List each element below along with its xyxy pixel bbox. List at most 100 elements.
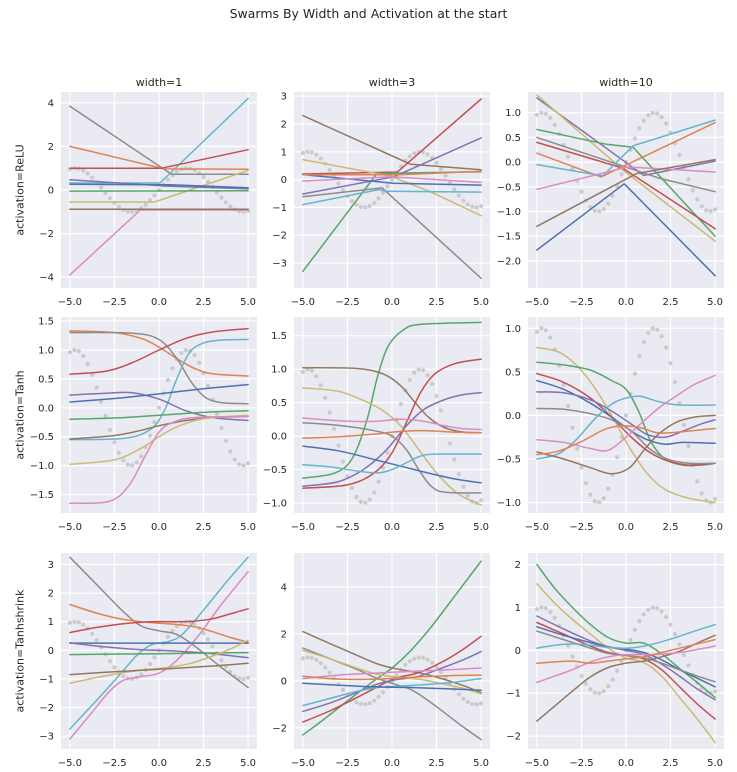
target-sine-dot xyxy=(474,205,479,210)
target-sine-dot xyxy=(376,694,381,699)
target-sine-dot xyxy=(354,700,359,705)
target-sine-dot xyxy=(323,395,328,400)
x-tick-label: 0.0 xyxy=(384,758,400,769)
target-sine-dot xyxy=(465,202,470,207)
target-sine-dot xyxy=(583,681,588,686)
series-line-red xyxy=(302,358,482,489)
series-line-cyan xyxy=(69,338,249,441)
target-sine-dot xyxy=(470,701,475,706)
x-tick-label: 2.5 xyxy=(196,297,212,308)
target-sine-dot xyxy=(606,486,611,491)
target-sine-dot xyxy=(601,496,606,501)
subplot-tanh-w1: 1.5 1.0 0.5 0.0 −0.5 −1.0 −1.5 −5.0 −2.5 0.0 2.5 5.… xyxy=(30,317,257,533)
target-sine-dot xyxy=(588,687,593,692)
target-sine-dot xyxy=(205,637,211,642)
target-sine-dot xyxy=(358,701,363,707)
target-sine-dot xyxy=(430,381,435,387)
y-tick-label: −1 xyxy=(272,203,287,214)
target-sine-dot xyxy=(646,113,651,118)
series-line-orange xyxy=(69,603,249,644)
series-line-yellow xyxy=(69,169,249,203)
x-tick-label: −5.0 xyxy=(58,758,82,769)
target-sine-dot xyxy=(416,367,421,372)
target-sine-dot xyxy=(597,209,602,214)
target-sine-dot xyxy=(664,121,669,126)
target-sine-dot xyxy=(407,377,412,382)
y-tick-label: −4 xyxy=(39,273,54,284)
target-sine-dot xyxy=(376,479,381,484)
target-sine-dot xyxy=(112,440,117,445)
target-sine-dot xyxy=(192,353,197,358)
plot-area-relu-w10 xyxy=(534,94,718,277)
target-sine-dot xyxy=(561,382,566,387)
series-line-yellow xyxy=(69,414,249,466)
target-sine-dot xyxy=(349,486,354,491)
y-tick-label: −0.5 xyxy=(497,455,521,466)
y-tick-label: −3 xyxy=(272,259,287,270)
x-tick-label: −5.0 xyxy=(58,297,82,308)
y-tick-label: −2 xyxy=(39,703,54,714)
target-sine-dot xyxy=(210,644,215,649)
plot-area-tanh-w10 xyxy=(534,326,718,505)
target-sine-dot xyxy=(601,206,606,212)
target-sine-dot xyxy=(228,449,233,454)
target-sine-dot xyxy=(300,150,305,155)
x-tick-label: −2.5 xyxy=(569,522,593,533)
target-sine-dot xyxy=(461,484,466,489)
target-sine-dot xyxy=(646,607,651,612)
y-tick-label: 2 xyxy=(515,560,521,571)
series-line-red xyxy=(536,372,716,466)
target-sine-dot xyxy=(677,642,682,647)
plot-area-tanh-w1 xyxy=(67,327,251,505)
series-line-purple xyxy=(536,391,716,439)
target-sine-dot xyxy=(332,426,337,431)
subplot-relu-w3: 3 2 1 0 −1 −2 −3 −5.0 −2.5 0.0 2.5 5.0 xyxy=(272,92,490,308)
series-line-purple xyxy=(536,615,716,701)
series-line-gray xyxy=(302,187,482,280)
target-sine-dot xyxy=(99,399,104,404)
target-sine-dot xyxy=(686,177,691,182)
target-sine-dot xyxy=(713,496,718,502)
target-sine-dot xyxy=(327,167,332,172)
target-sine-dot xyxy=(637,353,642,359)
series-line-gray xyxy=(536,136,716,193)
target-sine-dot xyxy=(650,605,655,610)
target-sine-dot xyxy=(664,614,669,620)
target-sine-dot xyxy=(659,609,664,614)
x-tick-label: 5.0 xyxy=(473,297,489,308)
target-sine-dot xyxy=(628,637,633,642)
series-line-brown xyxy=(536,414,716,475)
target-sine-dot xyxy=(416,655,421,660)
target-sine-dot xyxy=(552,615,557,620)
target-sine-dot xyxy=(81,353,86,359)
series-line-green xyxy=(302,321,482,479)
target-sine-dot xyxy=(479,498,484,503)
plot-area-relu-w3 xyxy=(300,98,484,280)
target-sine-dot xyxy=(438,669,444,675)
y-tick-label: 3 xyxy=(48,560,54,571)
target-sine-dot xyxy=(228,204,233,209)
x-tick-label: 2.5 xyxy=(663,522,679,533)
x-tick-label: 2.5 xyxy=(429,297,445,308)
target-sine-dot xyxy=(305,655,310,660)
target-sine-dot xyxy=(237,462,242,467)
y-tick-label: 1 xyxy=(515,603,521,614)
target-sine-dot xyxy=(447,180,452,185)
target-sine-dot xyxy=(659,115,664,120)
target-sine-dot xyxy=(336,181,341,186)
target-sine-dot xyxy=(363,500,368,505)
x-tick-label: 0.0 xyxy=(384,522,400,533)
target-sine-dot xyxy=(349,199,354,204)
target-sine-dot xyxy=(85,171,90,176)
x-tick-label: −5.0 xyxy=(525,758,549,769)
target-sine-dot xyxy=(430,660,435,665)
target-sine-dot xyxy=(601,689,606,694)
x-tick-label: −5.0 xyxy=(58,522,82,533)
target-sine-dot xyxy=(610,677,615,682)
target-sine-dot xyxy=(672,631,678,637)
target-sine-dot xyxy=(539,326,544,331)
target-sine-dot xyxy=(219,426,224,431)
series-line-cyan xyxy=(302,188,482,206)
target-sine-dot xyxy=(606,684,611,689)
target-sine-dot xyxy=(452,187,457,192)
